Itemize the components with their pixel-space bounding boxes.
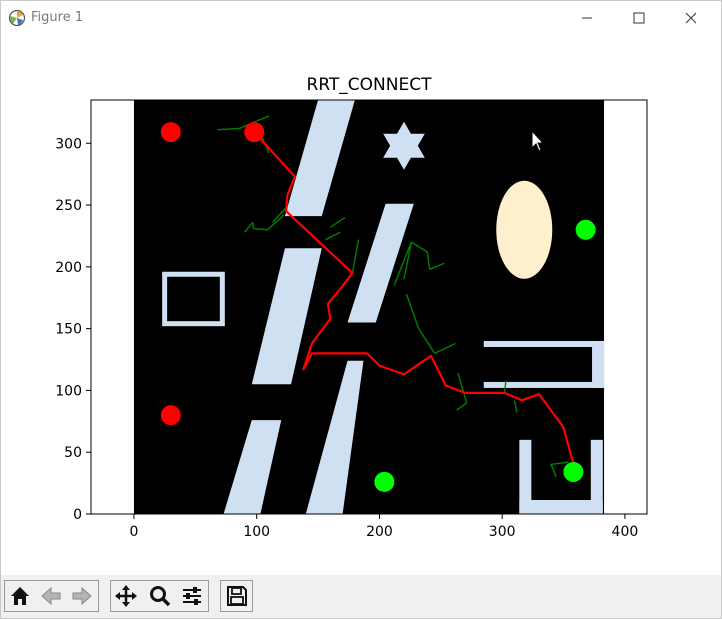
y-tick-label: 300	[55, 136, 82, 152]
minimize-icon	[582, 17, 592, 19]
red-point	[160, 405, 181, 426]
tree-edge	[267, 214, 285, 231]
tree-edge	[272, 205, 288, 223]
y-tick-label: 250	[55, 198, 82, 214]
y-tick-label: 50	[64, 445, 82, 461]
y-tick-label: 100	[55, 383, 82, 399]
tree-edge	[426, 251, 431, 270]
home-icon	[11, 587, 29, 605]
forward-arrow-icon	[72, 586, 92, 606]
obstacle-parallelogram	[347, 203, 414, 323]
x-tick-label: 300	[489, 524, 516, 540]
obstacle-u-base	[519, 500, 603, 514]
tree-edge	[403, 241, 413, 280]
obstacle-parallelogram	[305, 360, 364, 514]
tree-edge	[243, 221, 254, 233]
green-point	[575, 219, 596, 240]
tree-edge	[256, 115, 270, 122]
tree-edge	[550, 464, 557, 478]
obstacle-u-bottom	[483, 381, 605, 388]
maximize-icon	[633, 12, 645, 24]
zoom-button[interactable]	[145, 581, 175, 611]
green-point	[374, 471, 395, 492]
x-tick-label: 0	[129, 524, 138, 540]
obstacle-parallelogram	[251, 248, 322, 385]
tree-edge	[410, 241, 428, 253]
mouse-cursor-icon	[531, 129, 545, 152]
tree-edge	[252, 227, 268, 231]
path-line	[253, 131, 580, 471]
tree-edge	[503, 380, 507, 393]
x-tick-label: 200	[366, 524, 393, 540]
forward-button[interactable]	[67, 581, 97, 611]
red-point	[244, 122, 265, 143]
tree-edge	[457, 372, 468, 403]
obstacle-parallelogram	[223, 420, 282, 514]
close-icon	[685, 12, 697, 24]
save-icon	[227, 586, 247, 606]
minimize-button[interactable]	[563, 1, 611, 35]
chart-title: RRT_CONNECT	[307, 75, 433, 95]
y-tick-label: 0	[73, 507, 82, 523]
maximize-button[interactable]	[615, 1, 663, 35]
y-tick-label: 150	[55, 322, 82, 338]
toolbar-group-save	[220, 580, 253, 612]
home-button[interactable]	[5, 581, 35, 611]
obstacle-parallelogram	[284, 100, 355, 217]
obstacle-square-ring	[162, 271, 225, 327]
configure-subplots-button[interactable]	[177, 581, 207, 611]
navigation-toolbar	[1, 575, 721, 618]
red-point	[160, 122, 181, 143]
pan-icon	[115, 585, 137, 607]
tree-edge	[351, 239, 360, 274]
obstacle-star-triangle	[383, 133, 425, 170]
tree-edge	[393, 241, 412, 286]
tree-edge	[325, 231, 341, 241]
obstacle-u-top	[483, 340, 605, 347]
green-point	[563, 461, 584, 482]
close-button[interactable]	[667, 1, 715, 35]
tree-edge	[434, 342, 456, 354]
x-tick-label: 400	[612, 524, 639, 540]
pan-button[interactable]	[111, 581, 141, 611]
tree-edge	[217, 127, 240, 131]
tree-edge	[418, 328, 436, 354]
tree-edge	[549, 461, 569, 466]
axes-frame	[90, 99, 648, 515]
tree-edge	[329, 216, 346, 228]
obstacle-u-left	[519, 439, 532, 514]
window-title: Figure 1	[31, 10, 84, 25]
toolbar-group-nav	[4, 580, 99, 612]
title-bar[interactable]: Figure 1	[1, 1, 721, 35]
back-arrow-icon	[41, 586, 61, 606]
figure-canvas[interactable]: RRT_CONNECT 0 100 200 300 400 0 50 100 150 200 250…	[1, 35, 721, 575]
tree-edge	[513, 400, 518, 413]
back-button[interactable]	[36, 581, 66, 611]
y-tick-label: 200	[55, 260, 82, 276]
zoom-icon	[150, 586, 171, 607]
toolbar-group-tools	[110, 580, 209, 612]
x-tick-label: 100	[243, 524, 270, 540]
obstacle-u-right	[590, 439, 603, 514]
obstacle-ellipse	[496, 180, 553, 279]
configure-subplots-icon	[183, 587, 201, 605]
axes: 0 100 200 300 400 0 50 100 150 200 250 300	[55, 99, 648, 540]
tree-edge	[429, 262, 445, 270]
tree-edge	[405, 293, 420, 329]
obstacle-u-side	[592, 340, 605, 388]
matplotlib-logo-icon	[8, 9, 26, 27]
tree-edge	[456, 402, 467, 411]
plot-area	[133, 100, 605, 514]
save-button[interactable]	[222, 581, 252, 611]
